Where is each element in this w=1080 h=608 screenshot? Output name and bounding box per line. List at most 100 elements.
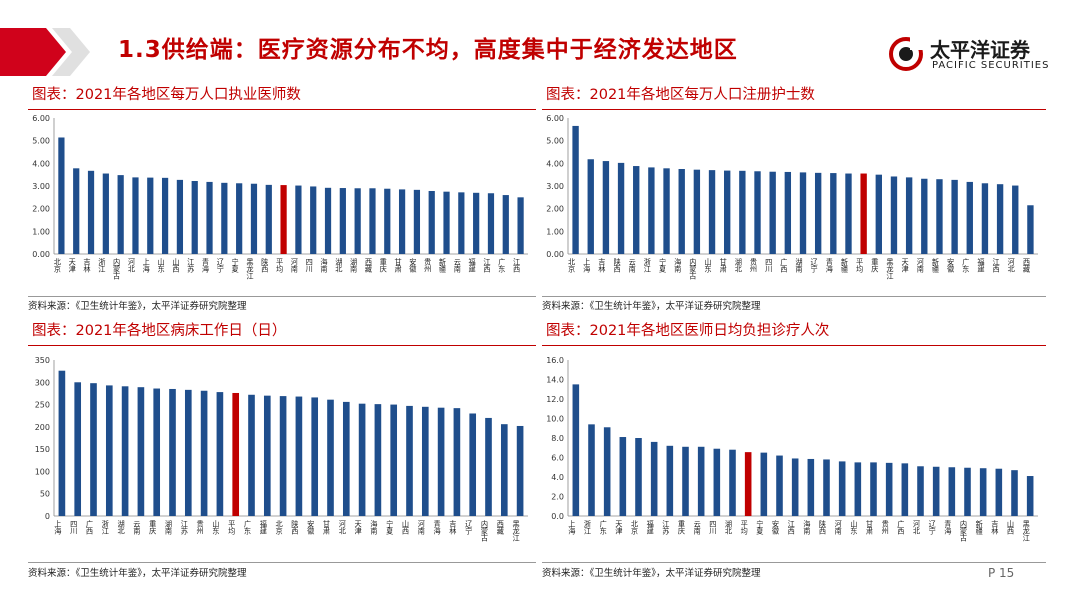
x-tick-label: 山西 — [402, 519, 411, 535]
x-tick-label: 福建 — [468, 257, 477, 273]
bar — [73, 168, 80, 254]
x-tick-label: 辽宁 — [465, 520, 474, 535]
x-tick-label: 陕西 — [613, 257, 622, 273]
x-tick-label: 平均 — [856, 258, 865, 274]
bar-chart-daily-visits: 0.0 2.0 4.0 6.0 8.0 10.0 12.0 14.0 16.0 上海 浙江 广东 天津北… — [546, 356, 1038, 543]
x-tick-label: 平均 — [276, 258, 285, 274]
x-tick-label: 上海 — [54, 519, 63, 535]
x-tick-label: 新疆 — [975, 519, 984, 535]
panel-title-rule — [28, 344, 536, 346]
x-tick-label: 宁夏 — [659, 257, 668, 272]
bar — [137, 387, 145, 516]
bar — [890, 176, 898, 254]
x-tick-label: 吉林 — [83, 258, 92, 274]
panel-title-rule — [542, 344, 1046, 346]
bar — [339, 188, 346, 254]
y-tick-label: 100 — [35, 467, 50, 476]
bar — [206, 181, 213, 254]
x-tick-label: 山东 — [850, 519, 859, 534]
x-tick-label: 陕西 — [819, 519, 828, 535]
bar — [666, 445, 674, 516]
x-tick-label: 河北 — [338, 520, 347, 536]
x-tick-label: 云南 — [628, 258, 637, 273]
bar-chart-nurses: 0.00 1.00 2.00 3.00 4.00 5.00 6.00 北京 上海 吉林 陕西 云南 浙江… — [546, 114, 1038, 281]
panel-title: 图表：2021年各地区每万人口注册护士数 — [542, 84, 1046, 110]
x-tick-label: 宁夏 — [756, 519, 765, 534]
x-tick-label: 上海 — [142, 257, 151, 273]
x-tick-label: 重庆 — [678, 520, 687, 536]
x-tick-label: 江西 — [787, 520, 796, 536]
bar — [105, 385, 113, 516]
y-tick-label: 50 — [40, 490, 50, 499]
x-tick-label: 甘肃 — [866, 519, 875, 535]
bar — [121, 386, 129, 516]
x-tick-label: 北京 — [631, 520, 640, 536]
chart-panel-doctors: 图表：2021年各地区每万人口执业医师数 0.00 1.00 2.00 3.00 4.0… — [28, 84, 536, 316]
y-tick-label: 6.00 — [32, 114, 50, 123]
bar — [860, 173, 867, 254]
bar — [184, 389, 192, 516]
x-tick-label: 湖南 — [165, 519, 174, 534]
source-note: 资料来源：《卫生统计年鉴》，太平洋证券研究院整理 — [28, 301, 247, 312]
bar — [342, 401, 350, 516]
source-divider — [28, 296, 536, 297]
bar — [917, 466, 924, 516]
x-tick-label: 西藏 — [1022, 258, 1031, 274]
x-tick-label: 青海 — [433, 519, 442, 535]
header-chevron-icon — [0, 28, 90, 76]
bar — [369, 188, 376, 254]
y-tick-label: 350 — [35, 356, 50, 365]
bar — [948, 467, 956, 516]
x-tick-label: 陕西 — [291, 519, 300, 535]
bar — [776, 455, 783, 516]
bar — [587, 159, 594, 254]
y-tick-label: 10.0 — [546, 415, 564, 424]
bar — [729, 449, 736, 516]
bar — [838, 461, 846, 516]
bar — [830, 173, 837, 254]
bar — [854, 462, 862, 517]
panel-title-text: 图表：2021年各地区每万人口执业医师数 — [32, 87, 301, 103]
bar — [74, 382, 82, 516]
x-tick-label: 河北 — [127, 258, 136, 274]
bar — [845, 173, 852, 254]
x-tick-label: 海南 — [370, 519, 379, 534]
bar — [744, 452, 752, 516]
x-tick-label: 安徽 — [771, 519, 780, 535]
bar — [354, 188, 361, 254]
slide-header: 1.3供给端：医疗资源分布不均，高度集中于经济发达地区 太平洋证券 PACIFI… — [0, 0, 1080, 84]
bar — [485, 417, 492, 516]
x-tick-label: 重庆 — [149, 520, 158, 536]
x-tick-label: 湖北 — [734, 257, 743, 273]
x-tick-label: 新疆 — [439, 257, 448, 273]
x-tick-label: 广西 — [897, 519, 906, 535]
y-tick-label: 6.00 — [546, 114, 564, 123]
bar — [517, 197, 524, 254]
bar — [102, 173, 109, 254]
bar — [966, 181, 973, 254]
bar — [905, 177, 913, 254]
bar — [875, 174, 882, 254]
x-tick-label: 江西 — [513, 258, 522, 274]
x-tick-label: 海南 — [320, 257, 329, 272]
y-tick-label: 150 — [35, 445, 50, 454]
x-tick-label: 天津 — [615, 520, 624, 536]
x-tick-label: 北京 — [275, 520, 284, 536]
bar — [713, 448, 721, 516]
x-tick-label: 辽宁 — [928, 520, 937, 535]
x-tick-label: 重庆 — [871, 258, 880, 274]
x-tick-label: 安徽 — [306, 519, 315, 535]
panel-title-text: 图表：2021年各地区医师日均负担诊疗人次 — [546, 323, 830, 339]
bar — [784, 171, 792, 254]
x-tick-label: 甘肃 — [719, 257, 728, 273]
bar — [932, 466, 940, 516]
y-tick-label: 0.00 — [32, 250, 50, 259]
bar — [453, 408, 461, 516]
bar — [648, 167, 655, 254]
bar — [588, 424, 595, 516]
x-tick-label: 贵州 — [424, 257, 433, 272]
bar — [807, 458, 815, 516]
y-tick-label: 250 — [35, 401, 50, 410]
y-tick-label: 1.00 — [546, 227, 564, 236]
bar — [421, 406, 429, 516]
